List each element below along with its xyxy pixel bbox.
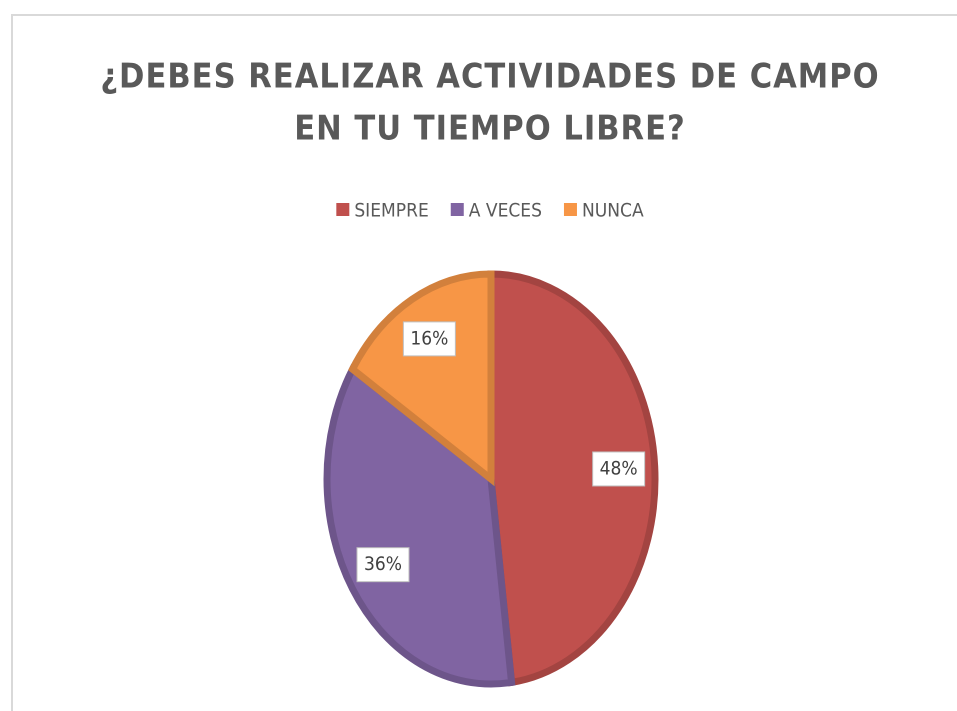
- pie-slice: [323, 363, 516, 688]
- chart-title-line: ¿DEBES REALIZAR ACTIVIDADES DE CAMPO: [100, 57, 879, 97]
- data-label: 48%: [592, 451, 646, 487]
- legend-label: NUNCA: [582, 200, 644, 222]
- data-label-box: [356, 547, 410, 583]
- legend-label: A VECES: [469, 200, 542, 222]
- data-label-box: [402, 321, 456, 357]
- data-labels: 48% 36% 16%: [356, 321, 646, 583]
- legend: SIEMPRE A VECES NUNCA: [336, 200, 644, 222]
- data-label-text: 16%: [410, 327, 448, 349]
- legend-label: SIEMPRE: [354, 200, 428, 222]
- pie-slice: [487, 270, 659, 687]
- legend-swatch: [563, 203, 577, 216]
- data-label: 36%: [356, 547, 410, 583]
- chart-border: [11, 14, 957, 711]
- data-label-box: [592, 451, 646, 487]
- legend-swatch: [336, 203, 350, 216]
- pie-slice: [348, 270, 495, 487]
- legend-swatch: [450, 203, 464, 216]
- chart-title-line: EN TU TIEMPO LIBRE?: [294, 109, 686, 149]
- legend-item: NUNCA: [563, 200, 644, 222]
- pie: [323, 270, 659, 688]
- data-label-text: 48%: [600, 457, 638, 479]
- data-label: 16%: [402, 321, 456, 357]
- data-label-text: 36%: [364, 553, 402, 575]
- legend-item: A VECES: [450, 200, 542, 222]
- legend-item: SIEMPRE: [336, 200, 429, 222]
